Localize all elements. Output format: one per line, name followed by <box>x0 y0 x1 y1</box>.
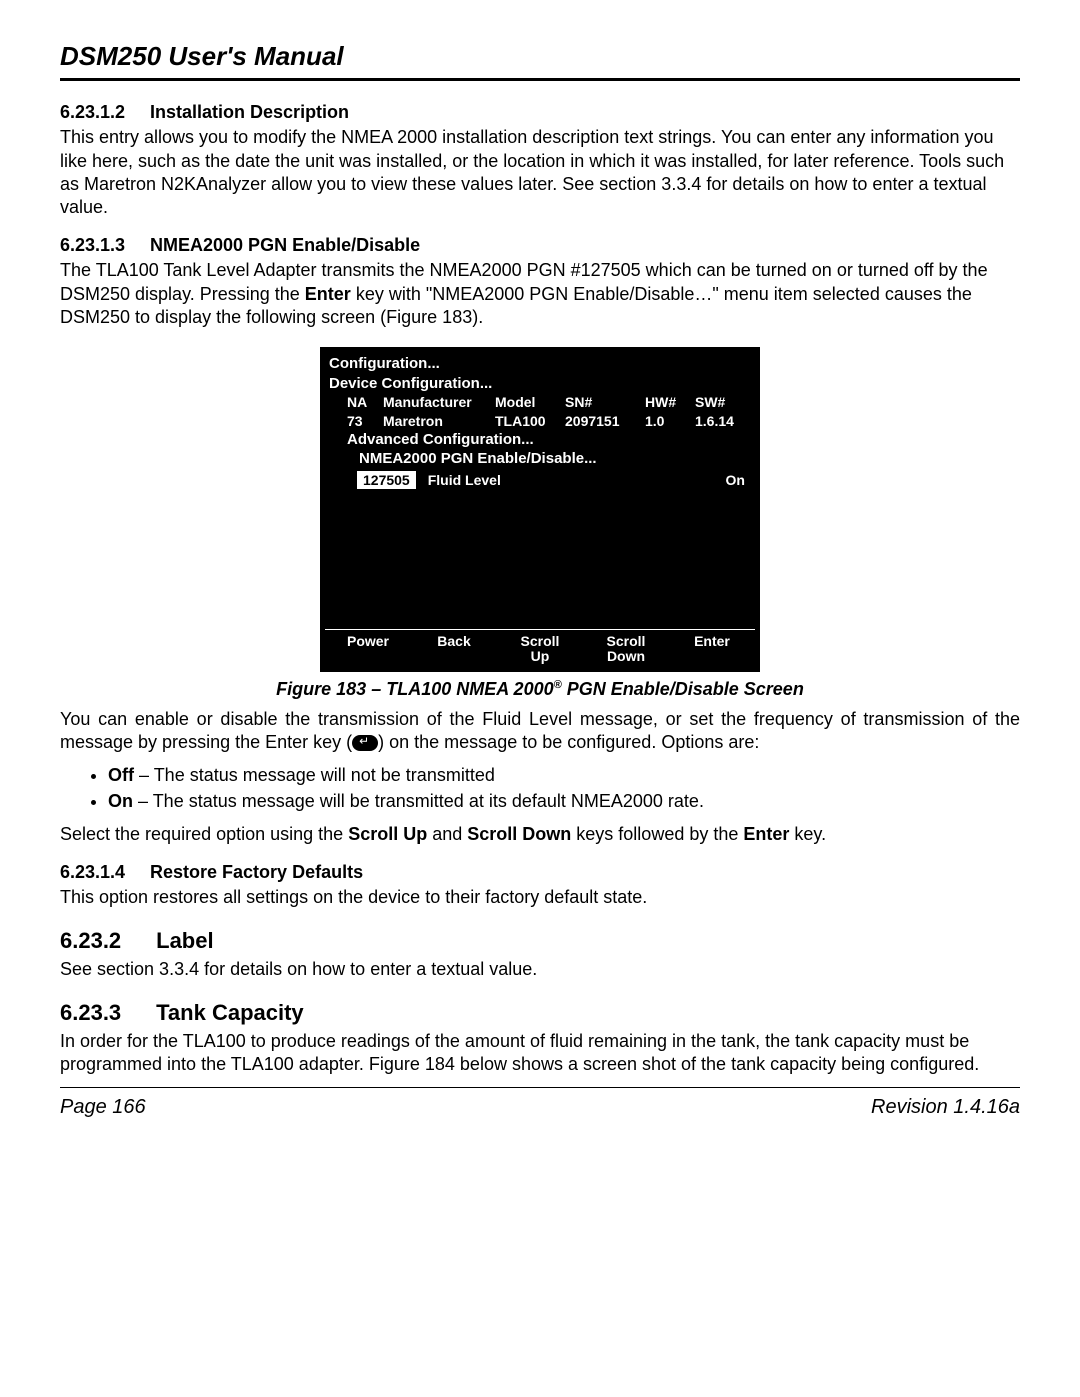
section-title: Installation Description <box>150 102 349 122</box>
dev-pgn-number: 127505 <box>357 471 416 489</box>
section-title: Tank Capacity <box>156 1000 304 1025</box>
dev-line-device-config: Device Configuration... <box>329 374 751 394</box>
after-figure-p2: Select the required option using the Scr… <box>60 823 1020 846</box>
device-button-bar: Power Back ScrollUp ScrollDown Enter <box>325 629 755 667</box>
after-figure-p1: You can enable or disable the transmissi… <box>60 708 1020 755</box>
revision: Revision 1.4.16a <box>871 1094 1020 1120</box>
dev-pgn-label: Fluid Level <box>428 471 726 489</box>
dev-pgn-state: On <box>726 471 749 489</box>
dev-btn-enter[interactable]: Enter <box>669 630 755 667</box>
header-rule <box>60 78 1020 81</box>
section-number: 6.23.1.2 <box>60 101 145 124</box>
section-body-6-23-1-4: This option restores all settings on the… <box>60 886 1020 909</box>
section-heading-6-23-3: 6.23.3 Tank Capacity <box>60 999 1020 1028</box>
section-heading-6-23-1-4: 6.23.1.4 Restore Factory Defaults <box>60 861 1020 884</box>
page-footer: Page 166 Revision 1.4.16a <box>60 1094 1020 1120</box>
page-number: Page 166 <box>60 1094 146 1120</box>
section-heading-6-23-1-3: 6.23.1.3 NMEA2000 PGN Enable/Disable <box>60 234 1020 257</box>
figure-183: Configuration... Device Configuration...… <box>60 347 1020 701</box>
section-number: 6.23.2 <box>60 927 150 956</box>
options-list: Off – The status message will not be tra… <box>108 764 1020 813</box>
device-screen: Configuration... Device Configuration...… <box>320 347 760 672</box>
section-title: Restore Factory Defaults <box>150 862 363 882</box>
dev-btn-scroll-down[interactable]: ScrollDown <box>583 630 669 667</box>
footer-rule <box>60 1087 1020 1088</box>
dev-btn-back[interactable]: Back <box>411 630 497 667</box>
section-heading-6-23-2: 6.23.2 Label <box>60 927 1020 956</box>
section-number: 6.23.1.3 <box>60 234 145 257</box>
section-body-6-23-1-2: This entry allows you to modify the NMEA… <box>60 126 1020 220</box>
section-heading-6-23-1-2: 6.23.1.2 Installation Description <box>60 101 1020 124</box>
enter-key-label: Enter <box>305 284 351 304</box>
figure-183-caption: Figure 183 – TLA100 NMEA 2000® PGN Enabl… <box>60 678 1020 701</box>
document-title: DSM250 User's Manual <box>60 40 1020 74</box>
section-body-6-23-2: See section 3.3.4 for details on how to … <box>60 958 1020 981</box>
dev-table-header: NAManufacturerModelSN#HW#SW# <box>329 393 751 411</box>
enter-key-icon <box>352 735 378 751</box>
dev-highlight-row[interactable]: 127505 Fluid Level On <box>357 471 749 489</box>
section-body-6-23-1-3: The TLA100 Tank Level Adapter transmits … <box>60 259 1020 329</box>
option-on: On – The status message will be transmit… <box>108 790 1020 813</box>
dev-line-config: Configuration... <box>329 354 751 374</box>
section-number: 6.23.1.4 <box>60 861 145 884</box>
section-body-6-23-3: In order for the TLA100 to produce readi… <box>60 1030 1020 1077</box>
dev-line-adv-config: Advanced Configuration... <box>329 430 751 450</box>
dev-btn-scroll-up[interactable]: ScrollUp <box>497 630 583 667</box>
dev-btn-power[interactable]: Power <box>325 630 411 667</box>
option-off: Off – The status message will not be tra… <box>108 764 1020 787</box>
section-title: Label <box>156 928 213 953</box>
dev-table-row: 73MaretronTLA10020971511.01.6.14 <box>329 412 751 430</box>
section-title: NMEA2000 PGN Enable/Disable <box>150 235 420 255</box>
dev-line-pgn-enable: NMEA2000 PGN Enable/Disable... <box>329 449 751 469</box>
section-number: 6.23.3 <box>60 999 150 1028</box>
